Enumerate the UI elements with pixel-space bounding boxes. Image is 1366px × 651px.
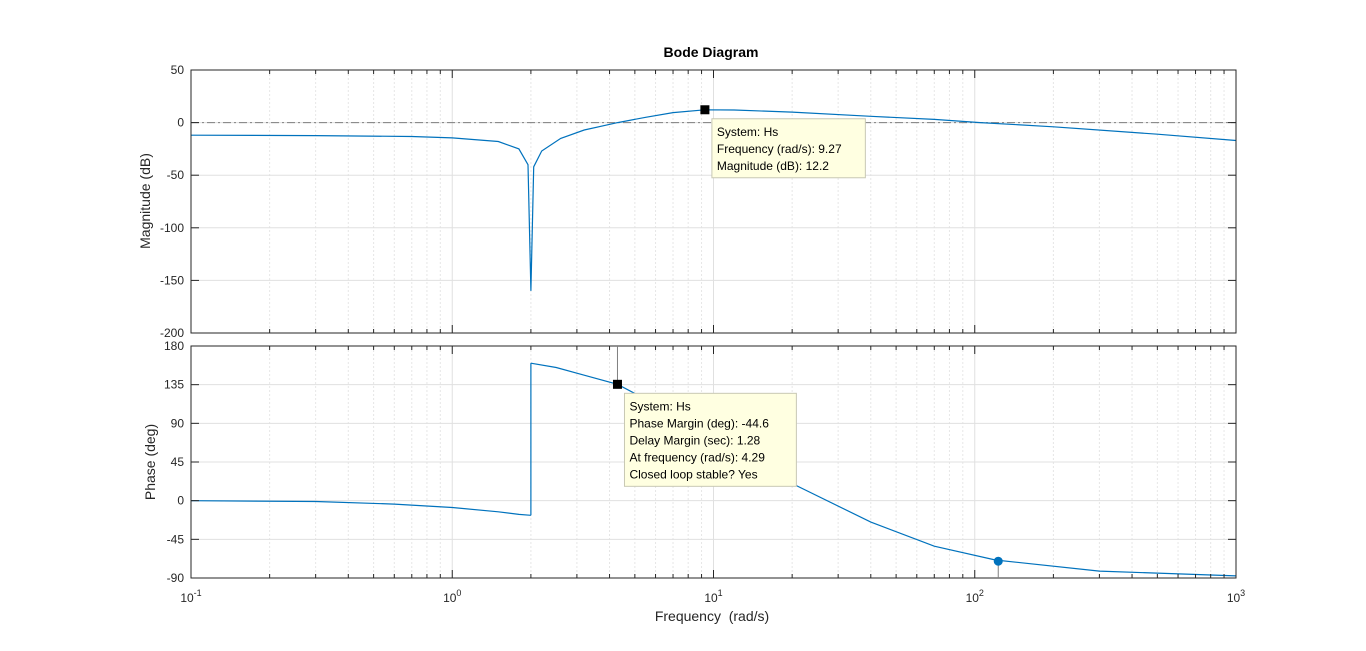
- phase-crossover-marker[interactable]: [993, 556, 1003, 566]
- x-tick-label: 102: [966, 588, 984, 605]
- phase-x-tick-marks: [190, 345, 1236, 579]
- x-axis-label: Frequency (rad/s): [655, 608, 769, 624]
- phase-y-ticks: 180 135 90 45 0 -45 -90: [164, 339, 184, 585]
- datatip-text-line: Closed loop stable? Yes: [629, 467, 757, 481]
- y-tick-label: -100: [160, 221, 184, 235]
- y-tick-label: 0: [177, 494, 184, 508]
- x-tick-label: 103: [1227, 588, 1245, 605]
- y-tick-label: 50: [171, 63, 185, 77]
- magnitude-y-axis-label: Magnitude (dB): [137, 153, 153, 249]
- markers-layer: [993, 556, 1003, 578]
- datatip-text-line: System: Hs: [717, 125, 778, 139]
- datatip-text-line: System: Hs: [629, 399, 690, 413]
- x-tick-labels: 10-1 100 101 102 103: [180, 588, 1245, 605]
- datatip-marker[interactable]: [700, 105, 710, 115]
- y-tick-label: 45: [171, 455, 185, 469]
- x-tick-label: 100: [443, 588, 461, 605]
- datatip-text-line: Delay Margin (sec): 1.28: [629, 433, 760, 447]
- y-tick-label: 180: [164, 339, 184, 353]
- magnitude-line: [190, 109, 1237, 291]
- y-tick-label: -90: [167, 571, 185, 585]
- magnitude-curve: [190, 109, 1237, 291]
- y-tick-label: -200: [160, 326, 184, 340]
- datatip-text-line: Phase Margin (deg): -44.6: [629, 416, 769, 430]
- y-tick-label: -45: [167, 532, 185, 546]
- y-tick-label: 135: [164, 378, 184, 392]
- y-tick-label: -150: [160, 273, 184, 287]
- magnitude-x-tick-marks: [190, 69, 1236, 334]
- x-tick-label: 10-1: [180, 588, 201, 605]
- datatip-box: [711, 118, 866, 179]
- datatip-marker[interactable]: [612, 379, 622, 389]
- datatip-text-line: Magnitude (dB): 12.2: [717, 159, 829, 173]
- datatip-box: [623, 392, 797, 487]
- datatips-layer: System: Hs Frequency (rad/s): 9.27 Magnitu…: [612, 105, 866, 487]
- y-tick-label: -50: [167, 168, 185, 182]
- datatip-text-line: Frequency (rad/s): 9.27: [717, 142, 842, 156]
- magnitude-datatip[interactable]: System: Hs Frequency (rad/s): 9.27 Magnitu…: [700, 105, 866, 179]
- chart-title: Bode Diagram: [664, 44, 759, 60]
- phase-datatip[interactable]: System: Hs Phase Margin (deg): -44.6 Delay…: [612, 346, 797, 487]
- magnitude-axes[interactable]: 50 0 -50 -100 -150 -200: [160, 63, 1237, 340]
- magnitude-y-ticks: 50 0 -50 -100 -150 -200: [160, 63, 184, 340]
- x-tick-label: 101: [704, 588, 722, 605]
- y-tick-label: 90: [171, 416, 185, 430]
- datatip-text-line: At frequency (rad/s): 4.29: [629, 450, 765, 464]
- phase-y-axis-label: Phase (deg): [142, 424, 158, 500]
- y-tick-label: 0: [177, 116, 184, 130]
- phase-line-segment: [190, 500, 531, 516]
